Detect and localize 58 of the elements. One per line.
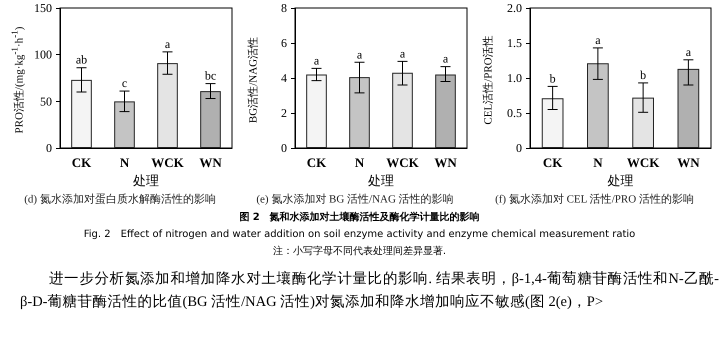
x-tick-label: WN	[199, 155, 222, 170]
bar	[678, 68, 700, 148]
annotation: b	[550, 71, 556, 86]
x-tick-label: CK	[542, 155, 564, 170]
text: (e) 氮水添加对 BG 活性/NAG 活性的影响	[256, 192, 454, 206]
y-tick-label: 1.0	[507, 71, 522, 85]
bar	[200, 91, 221, 148]
x-tick-label: CK	[306, 155, 328, 170]
annotation: b	[640, 68, 646, 82]
y-tick-label: 0	[281, 141, 287, 155]
x-tick-label: WN	[434, 155, 458, 170]
x-axis-title: 处理	[608, 172, 634, 188]
annotation: c	[122, 76, 128, 90]
y-tick-label: 150	[34, 1, 52, 15]
annotation: a	[442, 52, 449, 66]
x-tick-label: WCK	[386, 155, 420, 170]
x-tick-label: CK	[72, 155, 92, 170]
y-tick-label: 0	[46, 141, 52, 155]
bar	[114, 101, 135, 148]
text: (d) 氮水添加对蛋白质水解酶活性的影响	[24, 192, 216, 206]
x-tick-label: WCK	[151, 155, 185, 170]
y-tick-label: 8	[281, 1, 287, 15]
y-tick-label: 50	[40, 94, 52, 108]
caption: 图 2 氮和水添加对土壤酶活性及酶化学计量比的影响	[238, 210, 481, 225]
annotation: ab	[76, 52, 88, 67]
bar	[587, 63, 609, 148]
y-tick-label: 4	[281, 71, 287, 85]
bar	[632, 98, 654, 148]
annotation: a	[595, 32, 602, 47]
y-tick-label: 2	[281, 106, 287, 120]
bar	[542, 98, 564, 148]
annotation: a	[400, 46, 406, 60]
x-tick-label: WCK	[626, 155, 660, 170]
x-axis-title: 处理	[133, 172, 159, 188]
y-tick-label: 0.5	[507, 106, 522, 120]
y-tick-label: 1.5	[507, 36, 522, 50]
x-tick-label: N	[354, 155, 365, 170]
x-tick-label: WN	[677, 155, 700, 170]
x-tick-label: N	[593, 155, 604, 170]
annotation: bc	[204, 68, 216, 83]
annotation: a	[356, 47, 363, 62]
text: (f) 氮水添加对 CEL 活性/PRO 活性的影响	[495, 192, 694, 206]
caption: Fig. 2 Effect of nitrogen and water addition on soil enzyme activity and enzyme chemical measurement ratio	[82, 228, 636, 242]
text: 注：小写字母不同代表处理间差异显著.	[272, 244, 448, 259]
bar	[157, 63, 178, 148]
x-tick-label: N	[120, 155, 130, 170]
bar	[71, 80, 92, 148]
y-tick-label: 0	[516, 141, 522, 155]
x-axis-title: 处理	[368, 172, 394, 188]
annotation: a	[686, 44, 692, 59]
text: 进一步分析氮添加和增加降水对土壤酶化学计量比的影响. 结果表明，β-1,4-葡萄糖苷酶活性和N-乙酰-β-D-葡糖苷酶活性的比值(BG 活性/NAG 活性)对氮添加和降水增加响应不敏感(图 2(e)，P>	[19, 270, 719, 312]
y-tick-label: 2.0	[507, 1, 522, 15]
annotation: a	[314, 53, 320, 68]
y-axis-title: CEL活性/PRO活性	[482, 35, 496, 125]
y-tick-label: 6	[281, 36, 287, 50]
y-axis-title: BG活性/NAG活性	[246, 36, 260, 124]
annotation: a	[164, 36, 171, 51]
y-tick-label: 100	[34, 48, 52, 62]
